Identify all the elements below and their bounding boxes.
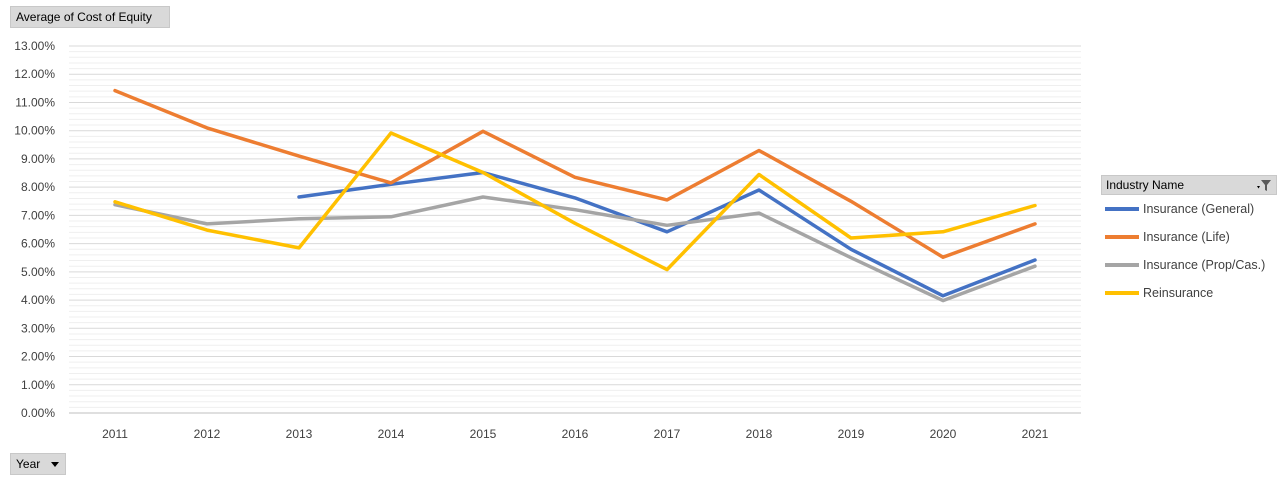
legend-swatch [1105, 291, 1139, 295]
series-line-insurance-prop-cas [113, 195, 1037, 303]
value-field-label: Average of Cost of Equity [16, 10, 152, 24]
legend-title: Industry Name [1106, 178, 1185, 192]
y-tick-label: 11.00% [15, 95, 55, 109]
series-lines [113, 88, 1037, 303]
y-tick-label: 13.00% [14, 39, 55, 53]
legend-label: Reinsurance [1143, 286, 1214, 300]
x-tick-label: 2018 [746, 427, 773, 441]
y-tick-label: 2.00% [21, 350, 55, 364]
x-tick-label: 2014 [378, 427, 405, 441]
legend-item[interactable]: Reinsurance [1101, 279, 1277, 307]
x-axis-ticks: 2011 2012 2013 2014 2015 2016 2017 2018 2019 2020… [102, 427, 1049, 441]
series-line-insurance-life [113, 88, 1037, 259]
x-tick-label: 2019 [838, 427, 865, 441]
year-field-button[interactable]: Year [10, 453, 66, 475]
legend-label: Insurance (Life) [1143, 230, 1230, 244]
legend-item[interactable]: Insurance (Prop/Cas.) [1101, 251, 1277, 279]
y-tick-label: 4.00% [21, 293, 55, 307]
y-tick-label: 1.00% [21, 378, 55, 392]
year-field-label: Year [16, 457, 41, 471]
x-tick-label: 2017 [654, 427, 681, 441]
chevron-down-icon[interactable] [51, 462, 59, 467]
x-tick-label: 2020 [930, 427, 957, 441]
x-tick-label: 2016 [562, 427, 589, 441]
y-tick-label: 5.00% [21, 265, 55, 279]
legend-item[interactable]: Insurance (Life) [1101, 223, 1277, 251]
y-tick-label: 12.00% [14, 67, 55, 81]
filter-dropdown-icon[interactable] [1256, 179, 1272, 192]
gridlines [69, 45, 1081, 414]
legend-swatch [1105, 263, 1139, 267]
y-tick-label: 10.00% [14, 124, 55, 138]
x-tick-label: 2015 [470, 427, 497, 441]
legend-item[interactable]: Insurance (General) [1101, 195, 1277, 223]
legend-label: Insurance (Prop/Cas.) [1143, 258, 1266, 272]
y-tick-label: 8.00% [21, 180, 55, 194]
x-tick-label: 2011 [102, 427, 128, 441]
legend-label: Insurance (General) [1143, 202, 1255, 216]
series-line-reinsurance [113, 131, 1037, 272]
legend-swatch [1105, 235, 1139, 239]
line-chart: 0.00% 1.00% 2.00% 3.00% 4.00% 5.00% 6.00% 7.00%… [14, 39, 1081, 441]
x-tick-label: 2021 [1022, 427, 1049, 441]
series-line-insurance-general [297, 170, 1037, 298]
y-tick-label: 3.00% [21, 321, 55, 335]
legend-field-button[interactable]: Industry Name [1101, 175, 1277, 195]
legend: Industry Name Insurance (General) Insuran… [1101, 175, 1277, 307]
y-tick-label: 7.00% [21, 208, 55, 222]
x-tick-label: 2013 [286, 427, 313, 441]
legend-swatch [1105, 207, 1139, 211]
y-tick-label: 6.00% [21, 237, 55, 251]
y-tick-label: 0.00% [21, 406, 55, 420]
x-tick-label: 2012 [194, 427, 221, 441]
y-axis-ticks: 0.00% 1.00% 2.00% 3.00% 4.00% 5.00% 6.00% 7.00%… [14, 39, 55, 420]
legend-items: Insurance (General) Insurance (Life) Insur… [1101, 195, 1277, 307]
value-field-button[interactable]: Average of Cost of Equity [10, 6, 170, 28]
y-tick-label: 9.00% [21, 152, 55, 166]
